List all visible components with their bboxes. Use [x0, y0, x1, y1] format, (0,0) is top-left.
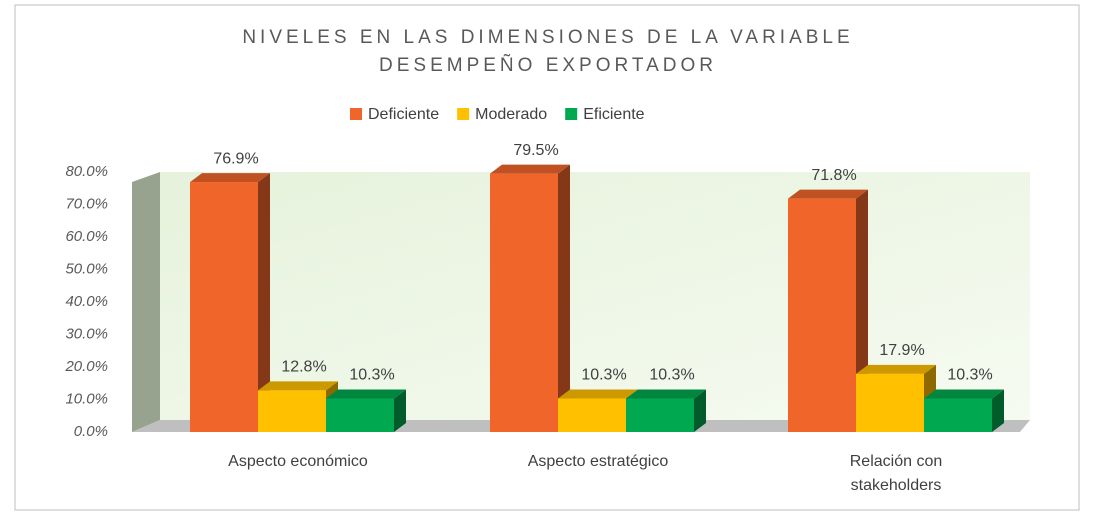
bar-top — [558, 389, 638, 399]
bar-top — [788, 189, 868, 199]
bar-top — [258, 381, 338, 391]
value-label: 12.8% — [281, 359, 326, 376]
legend-label: Deficiente — [368, 106, 439, 123]
side-wall — [132, 172, 160, 432]
bar-side — [394, 389, 406, 432]
x-tick-label: Relación con stakeholders — [850, 453, 943, 494]
value-label: 79.5% — [513, 142, 558, 159]
bar — [788, 198, 856, 432]
bar-top — [626, 389, 706, 399]
y-tick-label: 20.0% — [64, 358, 108, 375]
bar-side — [258, 173, 270, 432]
value-label: 17.9% — [879, 342, 924, 359]
bar-side — [992, 389, 1004, 432]
bar — [856, 373, 924, 432]
value-label: 10.3% — [649, 367, 694, 384]
legend-swatch — [457, 108, 470, 120]
y-tick-label: 60.0% — [65, 228, 108, 245]
legend-label: Moderado — [475, 106, 547, 123]
bar-top — [490, 164, 570, 174]
x-tick-label: Aspecto estratégico — [528, 453, 669, 470]
bar — [326, 398, 394, 432]
bar — [490, 173, 558, 432]
bar — [558, 398, 626, 432]
legend-item: Eficiente — [565, 106, 645, 123]
y-tick-label: 0.0% — [74, 423, 108, 440]
bar-top — [326, 389, 406, 399]
y-tick-label: 80.0% — [65, 163, 108, 180]
bar — [258, 390, 326, 432]
legend-swatch — [350, 108, 362, 120]
legend-item: Deficiente — [350, 106, 439, 123]
chart-title: NIVELES EN LAS DIMENSIONES DE LA VARIABL… — [242, 27, 853, 76]
bar-side — [558, 164, 570, 432]
y-tick-label: 70.0% — [65, 195, 108, 212]
x-tick-label: Aspecto económico — [228, 453, 368, 470]
legend-item: Moderado — [457, 106, 547, 123]
value-label: 10.3% — [581, 367, 626, 384]
value-label: 76.9% — [213, 150, 258, 167]
bar — [924, 398, 992, 432]
bar-top — [856, 364, 936, 374]
y-tick-label: 40.0% — [65, 293, 108, 310]
bar-side — [694, 389, 706, 432]
legend-swatch — [565, 108, 578, 120]
bar-top — [190, 173, 270, 183]
bar-top — [924, 389, 1004, 399]
value-label: 71.8% — [811, 167, 856, 184]
y-tick-label: 30.0% — [65, 325, 108, 342]
value-label: 10.3% — [349, 367, 394, 384]
legend-label: Eficiente — [583, 106, 644, 123]
y-tick-label: 10.0% — [65, 390, 108, 407]
value-label: 10.3% — [947, 367, 992, 384]
bar — [190, 182, 258, 432]
bar — [626, 398, 694, 432]
y-tick-label: 50.0% — [65, 260, 108, 277]
